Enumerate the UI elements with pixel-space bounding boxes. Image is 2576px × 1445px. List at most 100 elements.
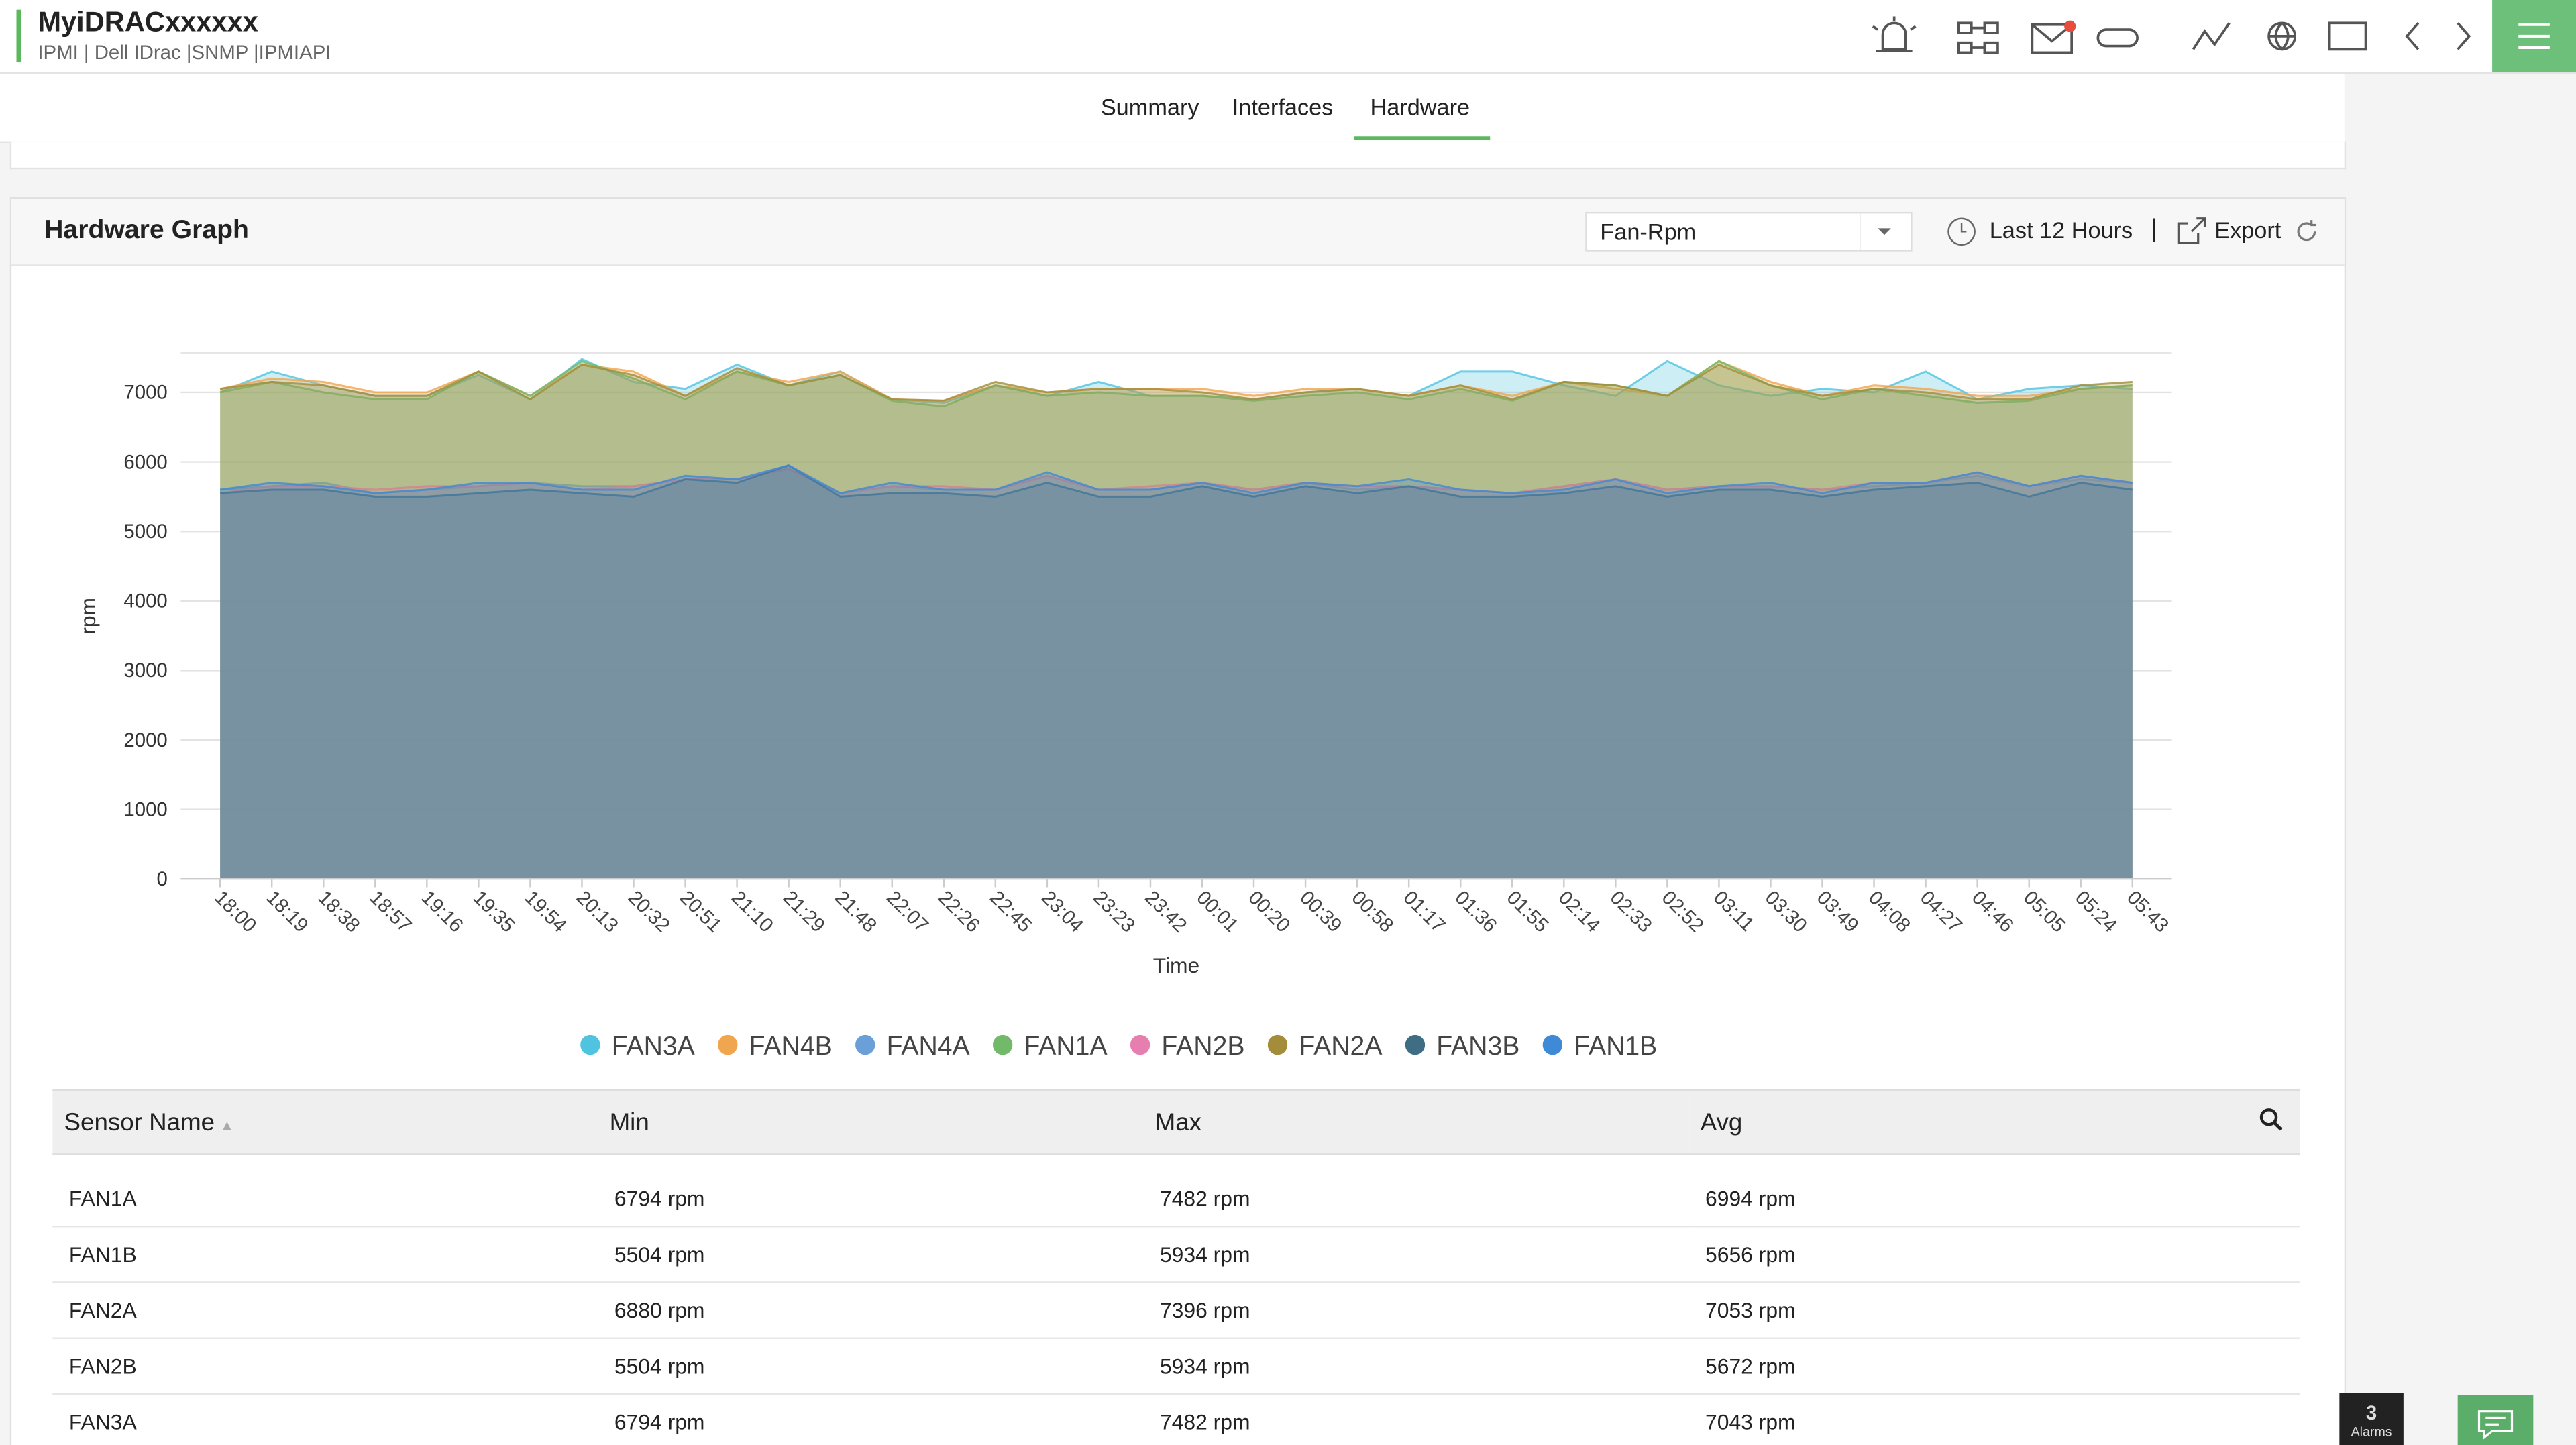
- y-tick-label: 7000: [123, 382, 167, 404]
- x-tick-label: 03:49: [1813, 886, 1863, 936]
- table-cell: 5672 rpm: [1689, 1337, 2300, 1393]
- x-tick-label: 23:42: [1140, 886, 1191, 936]
- legend-swatch: [580, 1035, 600, 1055]
- table-cell: FAN3A: [52, 1393, 598, 1445]
- x-tick-label: 19:54: [521, 886, 571, 936]
- stats-table: Sensor Name▲MinMaxAvgFAN1A6794 rpm7482 r…: [52, 1089, 2300, 1445]
- table-cell: 6794 rpm: [598, 1393, 1143, 1445]
- x-tick-label: 23:23: [1089, 886, 1139, 936]
- table-cell: 7043 rpm: [1689, 1393, 2300, 1445]
- legend-item[interactable]: FAN3B: [1405, 1032, 1520, 1061]
- legend-item[interactable]: FAN1A: [993, 1032, 1108, 1061]
- x-tick-label: 19:16: [417, 886, 468, 936]
- alarm-count: 3: [2339, 1401, 2404, 1424]
- table-cell: FAN1B: [52, 1226, 598, 1281]
- legend-item[interactable]: FAN2A: [1268, 1032, 1383, 1061]
- chart: rpm Time 0100020003000400050006000700018…: [0, 0, 2576, 1084]
- alarm-label: Alarms: [2339, 1424, 2404, 1439]
- x-tick-label: 23:04: [1037, 886, 1087, 936]
- x-tick-label: 04:46: [1968, 886, 2018, 936]
- x-tick-label: 20:13: [572, 886, 623, 936]
- table-row: FAN1A6794 rpm7482 rpm6994 rpm: [52, 1171, 2300, 1226]
- legend-swatch: [1268, 1035, 1287, 1055]
- table-cell: 6880 rpm: [598, 1281, 1143, 1337]
- column-header[interactable]: Min: [598, 1090, 1143, 1155]
- chat-icon: [2458, 1395, 2534, 1445]
- column-header[interactable]: Avg: [1689, 1090, 2300, 1155]
- legend-label: FAN2B: [1161, 1032, 1244, 1061]
- y-tick-label: 1000: [123, 798, 167, 820]
- x-tick-label: 02:52: [1658, 886, 1708, 936]
- x-tick-label: 02:14: [1554, 886, 1605, 936]
- x-axis-label: Time: [1153, 953, 1200, 977]
- y-tick-label: 0: [156, 868, 167, 890]
- table-cell: 6794 rpm: [598, 1171, 1143, 1226]
- x-tick-label: 21:29: [779, 886, 829, 936]
- table-cell: 7482 rpm: [1143, 1171, 1688, 1226]
- legend-label: FAN2A: [1299, 1032, 1383, 1061]
- x-tick-label: 21:48: [830, 886, 881, 936]
- search-icon[interactable]: [2259, 1108, 2285, 1134]
- legend-label: FAN3A: [612, 1032, 696, 1061]
- legend: FAN3A FAN4B FAN4A FAN1A FAN2B FAN2A FAN3B FAN1B: [580, 1032, 1657, 1061]
- x-tick-label: 01:55: [1503, 886, 1553, 936]
- x-tick-label: 22:45: [985, 886, 1036, 936]
- legend-swatch: [855, 1035, 875, 1055]
- stats-table-wrap: Sensor Name▲MinMaxAvgFAN1A6794 rpm7482 r…: [52, 1089, 2300, 1445]
- legend-label: FAN4A: [887, 1032, 971, 1061]
- table-row: FAN2B5504 rpm5934 rpm5672 rpm: [52, 1337, 2300, 1393]
- legend-item[interactable]: FAN3A: [580, 1032, 695, 1061]
- chat-button[interactable]: [2458, 1395, 2534, 1445]
- table-cell: FAN1A: [52, 1171, 598, 1226]
- table-cell: FAN2A: [52, 1281, 598, 1337]
- x-tick-label: 00:01: [1192, 886, 1242, 936]
- legend-swatch: [1543, 1035, 1562, 1055]
- alarms-badge[interactable]: 3 Alarms: [2339, 1393, 2404, 1445]
- x-tick-label: 05:43: [2123, 886, 2173, 936]
- x-tick-label: 20:32: [624, 886, 674, 936]
- table-spacer: [52, 1154, 2300, 1170]
- x-tick-label: 21:10: [727, 886, 777, 936]
- table-header: Sensor Name▲MinMaxAvg: [52, 1090, 2300, 1155]
- legend-item[interactable]: FAN4B: [718, 1032, 833, 1061]
- sort-indicator: ▲: [219, 1116, 234, 1132]
- table-row: FAN1B5504 rpm5934 rpm5656 rpm: [52, 1226, 2300, 1281]
- table-cell: 7053 rpm: [1689, 1281, 2300, 1337]
- y-tick-label: 3000: [123, 659, 167, 682]
- x-tick-label: 22:07: [882, 886, 932, 936]
- x-tick-label: 00:58: [1347, 886, 1397, 936]
- x-tick-label: 18:19: [262, 886, 312, 936]
- x-tick-label: 00:39: [1295, 886, 1346, 936]
- legend-label: FAN3B: [1436, 1032, 1519, 1061]
- y-tick-label: 6000: [123, 451, 167, 473]
- x-tick-label: 04:08: [1864, 886, 1915, 936]
- column-header[interactable]: Max: [1143, 1090, 1688, 1155]
- x-tick-label: 03:11: [1709, 886, 1759, 936]
- x-tick-label: 05:24: [2071, 886, 2121, 936]
- x-tick-label: 05:05: [2019, 886, 2070, 936]
- x-tick-label: 18:38: [314, 886, 364, 936]
- legend-label: FAN4B: [749, 1032, 833, 1061]
- legend-swatch: [993, 1035, 1012, 1055]
- column-header[interactable]: Sensor Name▲: [52, 1090, 598, 1155]
- x-tick-label: 01:17: [1399, 886, 1449, 936]
- table-row: FAN2A6880 rpm7396 rpm7053 rpm: [52, 1281, 2300, 1337]
- y-tick-label: 5000: [123, 521, 167, 543]
- legend-item[interactable]: FAN1B: [1543, 1032, 1658, 1061]
- legend-item[interactable]: FAN2B: [1130, 1032, 1245, 1061]
- legend-label: FAN1B: [1574, 1032, 1657, 1061]
- legend-swatch: [1405, 1035, 1425, 1055]
- table-cell: FAN2B: [52, 1337, 598, 1393]
- table-cell: 7396 rpm: [1143, 1281, 1688, 1337]
- y-axis-label: rpm: [76, 598, 100, 635]
- legend-swatch: [718, 1035, 737, 1055]
- legend-swatch: [1130, 1035, 1150, 1055]
- table-cell: 6994 rpm: [1689, 1171, 2300, 1226]
- table-cell: 5934 rpm: [1143, 1337, 1688, 1393]
- area-fill: [220, 466, 2133, 879]
- x-tick-label: 18:57: [366, 886, 416, 936]
- x-tick-label: 19:35: [469, 886, 519, 936]
- legend-item[interactable]: FAN4A: [855, 1032, 970, 1061]
- x-tick-label: 18:00: [210, 886, 260, 936]
- x-tick-label: 01:36: [1450, 886, 1501, 936]
